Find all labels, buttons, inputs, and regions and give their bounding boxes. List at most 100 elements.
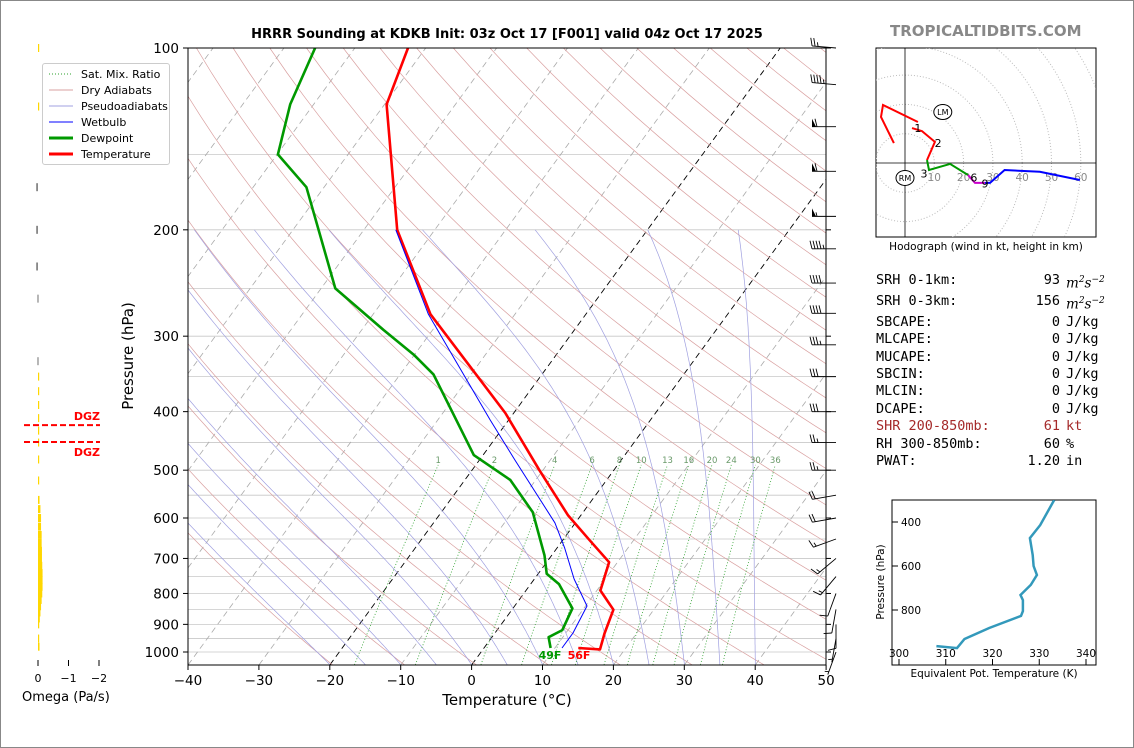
dry-adiabat <box>188 343 549 665</box>
stat-label: PWAT: <box>876 453 917 470</box>
barb-half <box>819 340 822 345</box>
y-tick-label: 800 <box>153 586 179 602</box>
pseudoadiabat <box>194 229 543 665</box>
theta-e-x-tick-label: 330 <box>1029 648 1049 660</box>
stat-unit: J/kg <box>1066 366 1099 383</box>
stat-unit: m2s−2 <box>1066 275 1105 292</box>
dry-adiabat <box>453 48 826 365</box>
omega-axis-label: Omega (Pa/s) <box>22 690 110 705</box>
hodograph-trace <box>911 127 937 161</box>
dewpoint-line <box>276 48 574 649</box>
dry-adiabat <box>188 281 621 665</box>
stat-row: PWAT: 1.20 in <box>876 453 1105 470</box>
skewt-axes-frame <box>187 47 827 666</box>
stat-value: 0 <box>1051 348 1060 365</box>
legend-swatch <box>49 136 73 140</box>
x-tick-label: 0 <box>467 673 476 689</box>
pseudoadiabat <box>188 347 472 665</box>
hodograph-trace <box>985 168 1081 184</box>
skewt-profiles: 49F 56F <box>276 48 615 662</box>
barb-full <box>815 403 819 412</box>
barb-full <box>815 368 819 377</box>
barb-full <box>812 274 816 284</box>
barb-flag <box>812 163 816 172</box>
mixing-ratio-line <box>673 464 732 665</box>
x-tick-label: −20 <box>316 673 345 689</box>
omega-bar <box>38 620 40 629</box>
stat-unit: m2s−2 <box>1066 295 1105 313</box>
wind-barb <box>809 462 836 471</box>
pseudoadiabat <box>737 229 756 665</box>
hodograph-ring-label: 60 <box>1074 172 1087 184</box>
dry-adiabat <box>196 48 826 620</box>
barb-staff <box>831 638 837 663</box>
barb-full <box>819 75 822 84</box>
barb-staff <box>827 651 837 675</box>
barb-staff <box>812 494 837 500</box>
mixing-ratio-label: 13 <box>662 456 673 466</box>
hodograph-height-label: 3 <box>921 167 928 180</box>
omega-bar <box>38 582 43 591</box>
wind-barb <box>819 593 837 617</box>
x-axis-label: Temperature (°C) <box>442 691 572 709</box>
omega-tick-label: −1 <box>60 672 76 685</box>
dry-adiabat <box>188 95 826 660</box>
barb-full <box>818 305 822 314</box>
legend-label: Temperature <box>81 147 151 161</box>
barb-staff <box>812 82 837 86</box>
stat-unit: kt <box>1066 418 1083 435</box>
omega-bar <box>38 576 43 585</box>
legend-label: Pseudoadiabats <box>81 99 168 113</box>
y-tick-label: 1000 <box>145 645 179 661</box>
hodograph-caption: Hodograph (wind in kt, height in km) <box>889 241 1083 253</box>
barb-staff <box>812 517 837 523</box>
stat-label: MLCAPE: <box>876 331 933 348</box>
omega-bar <box>38 539 42 548</box>
omega-bar <box>38 102 40 111</box>
pseudoadiabat <box>188 397 437 665</box>
theta-e-frame <box>891 499 1097 666</box>
x-tick-label: 40 <box>747 673 764 689</box>
stat-row: MLCIN: 0 J/kg <box>876 383 1105 400</box>
mixing-ratio-line <box>722 464 776 665</box>
dry-adiabat <box>269 48 826 543</box>
stat-value: 0 <box>1051 366 1060 383</box>
isotherm <box>188 48 568 569</box>
wind-barb <box>823 609 837 635</box>
omega-bar <box>38 614 40 623</box>
pseudoadiabat <box>534 229 685 665</box>
stat-label: SBCAPE: <box>876 313 933 330</box>
stat-label: SBCIN: <box>876 366 925 383</box>
dry-adiabat <box>416 48 826 399</box>
storm-motion-label: LM <box>937 108 948 117</box>
wind-barb <box>828 638 837 663</box>
x-tick-label: 30 <box>676 673 693 689</box>
stat-value: 60 <box>1043 435 1060 452</box>
barb-full <box>810 568 818 575</box>
storm-motion-marker <box>895 169 915 186</box>
dry-adiabat <box>489 48 826 331</box>
stat-unit: J/kg <box>1066 348 1099 365</box>
barb-full <box>808 491 813 500</box>
barb-full <box>812 305 816 314</box>
hodograph-frame <box>875 47 1097 238</box>
legend-label: Dewpoint <box>81 131 134 145</box>
stat-value: 0 <box>1051 383 1060 400</box>
brand-watermark: TROPICALTIDBITS.COM <box>890 22 1082 40</box>
stat-unit: in <box>1066 453 1083 470</box>
hodograph-ring-label: 40 <box>1016 172 1029 184</box>
stat-label: SRH 0-1km: <box>876 272 958 288</box>
dry-adiabat <box>188 468 405 665</box>
dry-adiabat <box>188 405 477 665</box>
y-tick-label: 300 <box>153 329 179 345</box>
y-tick-label: 100 <box>153 41 179 57</box>
wind-barb <box>810 558 837 575</box>
mixing-ratio-label: 20 <box>707 456 718 466</box>
storm-motion-label: RM <box>899 174 912 183</box>
omega-bar <box>38 44 40 52</box>
wind-barb <box>809 305 836 314</box>
barb-full <box>814 118 818 127</box>
wind-barbs <box>808 37 837 675</box>
stat-unit: J/kg <box>1066 331 1099 348</box>
